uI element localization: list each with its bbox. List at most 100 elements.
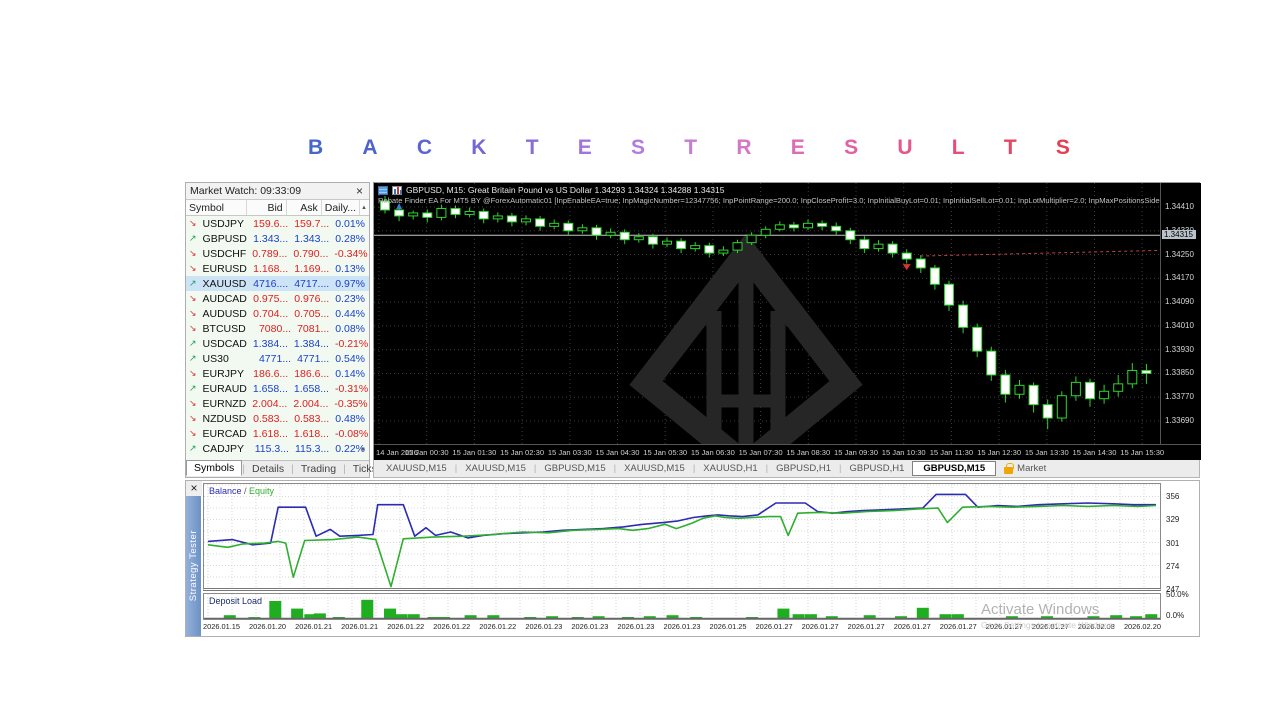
market-watch-tab-trading[interactable]: Trading bbox=[300, 463, 337, 475]
market-watch-row-audcad[interactable]: ↘ AUDCAD 0.975... 0.976... 0.23% bbox=[186, 291, 369, 306]
strategy-tester-panel: × Strategy Tester Balance / Equity Depos… bbox=[185, 480, 1200, 637]
date-tick: 2026.01.20 bbox=[249, 622, 287, 631]
market-watch-tab-symbols[interactable]: Symbols bbox=[186, 460, 243, 476]
market-watch-column-headers: Symbol Bid Ask Daily... ▲ bbox=[186, 200, 369, 216]
market-watch-tab-ticks[interactable]: Ticks bbox=[352, 463, 377, 475]
daily-change: 0.48% bbox=[335, 412, 365, 425]
chart-tab-xauusd-m15[interactable]: XAUUSD,M15 bbox=[386, 463, 447, 474]
bid-value: 115.3... bbox=[254, 442, 289, 455]
date-tick: 2026.01.27 bbox=[755, 622, 793, 631]
symbol-name: GBPJPY bbox=[200, 458, 251, 461]
candlestick-plot[interactable]: GBPUSD, M15: Great Britain Pound vs US D… bbox=[374, 183, 1160, 444]
date-tick: 2026.02.08 bbox=[1077, 622, 1115, 631]
time-tick: 15 Jan 13:30 bbox=[1024, 448, 1069, 457]
market-watch-row-euraud[interactable]: ↗ EURAUD 1.658... 1.658... -0.31% bbox=[186, 381, 369, 396]
bid-value: 1.618... bbox=[252, 427, 288, 440]
close-icon[interactable]: × bbox=[355, 184, 363, 198]
market-watch-tab-details[interactable]: Details bbox=[252, 463, 285, 475]
daily-change: 0.39% bbox=[332, 458, 369, 461]
market-button[interactable]: Market bbox=[1004, 462, 1046, 474]
strategy-tester-sidebar[interactable]: Strategy Tester bbox=[186, 496, 201, 636]
market-watch-row-cadjpy[interactable]: ↗ CADJPY 115.3... 115.3... 0.22% bbox=[186, 441, 369, 456]
chart-tab-gbpusd-h1[interactable]: GBPUSD,H1 bbox=[776, 463, 832, 474]
tab-separator: | bbox=[613, 463, 617, 474]
candlestick-chart bbox=[374, 183, 1160, 444]
time-tick: 15 Jan 11:30 bbox=[929, 448, 974, 457]
chart-symbol-title: GBPUSD, M15: Great Britain Pound vs US D… bbox=[406, 185, 725, 195]
time-tick: 15 Jan 10:30 bbox=[881, 448, 926, 457]
lock-icon bbox=[1004, 462, 1014, 474]
chart-tab-gbpusd-m15[interactable]: GBPUSD,M15 bbox=[544, 463, 606, 474]
chart-tab-active-gbpusd-m15[interactable]: GBPUSD,M15 bbox=[912, 461, 997, 476]
market-watch-row-nzdusd[interactable]: ↘ NZDUSD 0.583... 0.583... 0.48% bbox=[186, 411, 369, 426]
tick-down-icon: ↘ bbox=[189, 308, 197, 318]
date-tick: 2026.01.15 bbox=[203, 622, 240, 631]
price-tick: 1.34250 bbox=[1165, 249, 1194, 259]
legend-separator: / bbox=[241, 486, 250, 496]
scroll-down-icon[interactable]: ▼ bbox=[360, 447, 366, 453]
ask-value: 0.790... bbox=[293, 247, 329, 260]
title-letter: L bbox=[951, 136, 965, 159]
tab-separator: | bbox=[454, 463, 458, 474]
bid-value: 0.789... bbox=[252, 247, 288, 260]
market-watch-row-us30[interactable]: ↗ US30 4771... 4771... 0.54% bbox=[186, 351, 369, 366]
chart-bars-icon[interactable] bbox=[392, 185, 402, 195]
tick-up-icon: ↗ bbox=[186, 458, 200, 460]
market-watch-row-eurcad[interactable]: ↘ EURCAD 1.618... 1.618... -0.08% bbox=[186, 426, 369, 441]
bid-value: 2.004... bbox=[252, 397, 288, 410]
market-watch-row-xauusd[interactable]: ↗ XAUUSD 4716.... 4717.... 0.97% bbox=[186, 276, 369, 291]
balance-equity-legend: Balance / Equity bbox=[209, 486, 275, 496]
tab-separator: | bbox=[533, 463, 537, 474]
tick-down-icon: ↘ bbox=[189, 263, 197, 273]
time-tick: 15 Jan 09:30 bbox=[834, 448, 878, 457]
chart-header-line: GBPUSD, M15: Great Britain Pound vs US D… bbox=[378, 185, 724, 195]
tester-axis-tick: 274 bbox=[1166, 561, 1180, 571]
time-tick: 15 Jan 04:30 bbox=[595, 448, 640, 457]
time-axis: 14 Jan 2026 15 Jan 00:30 15 Jan 01:30 15 Ja… bbox=[374, 444, 1201, 460]
symbol-name: EURCAD bbox=[202, 427, 247, 440]
symbol-name: AUDUSD bbox=[202, 307, 247, 320]
column-bid[interactable]: Bid bbox=[247, 200, 287, 215]
bid-value: 1.343... bbox=[253, 232, 289, 245]
chart-tab-xauusd-m15[interactable]: XAUUSD,M15 bbox=[465, 463, 526, 474]
ask-value: 4717.... bbox=[294, 277, 330, 290]
market-watch-row-gbpjpy[interactable]: ↗GBPJPY214.4...214.5...0.39% bbox=[186, 456, 369, 460]
date-tick: 2026.01.22 bbox=[433, 622, 471, 631]
strategy-tester-label: Strategy Tester bbox=[188, 530, 199, 602]
market-watch-row-btcusd[interactable]: ↘ BTCUSD 7080... 7081... 0.08% bbox=[186, 321, 369, 336]
close-icon[interactable]: × bbox=[186, 481, 202, 496]
market-watch-row-usdchf[interactable]: ↘ USDCHF 0.789... 0.790... -0.34% bbox=[186, 246, 369, 261]
column-symbol[interactable]: Symbol bbox=[186, 200, 247, 215]
market-watch-row-gbpusd[interactable]: ↗ GBPUSD 1.343... 1.343... 0.28% bbox=[186, 231, 369, 246]
time-tick: 15 Jan 05:30 bbox=[643, 448, 688, 457]
market-watch-row-eurnzd[interactable]: ↘ EURNZD 2.004... 2.004... -0.35% bbox=[186, 396, 369, 411]
bid-value: 0.583... bbox=[253, 412, 289, 425]
column-ask[interactable]: Ask bbox=[287, 200, 322, 215]
symbol-name: EURNZD bbox=[202, 397, 247, 410]
daily-change: 0.28% bbox=[335, 232, 365, 245]
chart-tab-xauusd-h1[interactable]: XAUUSD,H1 bbox=[703, 463, 758, 474]
market-watch-row-usdcad[interactable]: ↗ USDCAD 1.384... 1.384... -0.21% bbox=[186, 336, 369, 351]
title-letter: T bbox=[684, 136, 698, 159]
market-watch-row-usdjpy[interactable]: ↘ USDJPY 159.6... 159.7... 0.01% bbox=[186, 216, 369, 231]
daily-change: 0.08% bbox=[335, 322, 365, 335]
market-watch-row-eurusd[interactable]: ↘ EURUSD 1.168... 1.169... 0.13% bbox=[186, 261, 369, 276]
chart-grid-icon[interactable] bbox=[378, 185, 388, 195]
chart-tab-gbpusd-h1[interactable]: GBPUSD,H1 bbox=[849, 463, 905, 474]
price-tick: 1.34170 bbox=[1165, 273, 1194, 283]
tab-separator: | bbox=[839, 463, 842, 474]
scroll-up-icon[interactable]: ▲ bbox=[361, 204, 367, 211]
balance-equity-chart bbox=[204, 484, 1160, 588]
symbol-name: EURJPY bbox=[202, 367, 244, 380]
market-watch-row-eurjpy[interactable]: ↘ EURJPY 186.6... 186.6... 0.14% bbox=[186, 366, 369, 381]
date-tick: 2026.01.27 bbox=[1031, 622, 1069, 631]
market-watch-row-audusd[interactable]: ↘ AUDUSD 0.704... 0.705... 0.44% bbox=[186, 306, 369, 321]
ask-value: 159.7... bbox=[294, 217, 330, 230]
tick-down-icon: ↘ bbox=[189, 428, 197, 438]
time-tick: 15 Jan 08:30 bbox=[786, 448, 831, 457]
chart-tab-bar: XAUUSD,M15 | XAUUSD,M15 | GBPUSD,M15 | XAUUSD,… bbox=[373, 460, 1200, 478]
column-daily[interactable]: Daily... bbox=[322, 200, 361, 215]
chart-tab-xauusd-m15[interactable]: XAUUSD,M15 bbox=[624, 463, 685, 474]
time-tick: 15 Jan 01:30 bbox=[452, 448, 497, 457]
